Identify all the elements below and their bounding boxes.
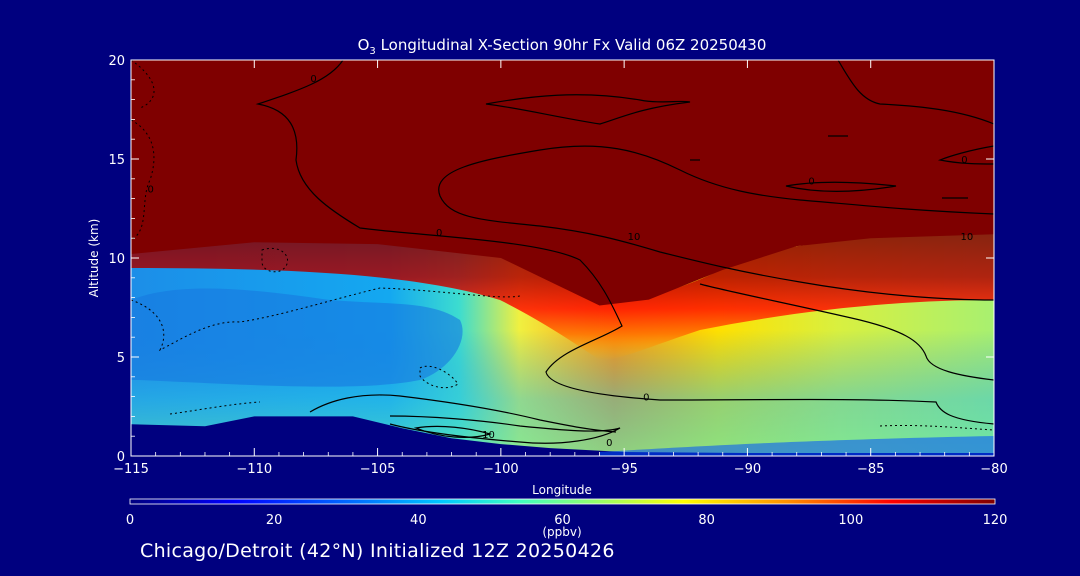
- upper-mid-blue-region: [131, 288, 463, 387]
- contour-line: [131, 119, 155, 241]
- x-tick-label: −100: [483, 462, 519, 477]
- contour-labels: 0 0 10 0 0 10 0 0 10 0: [148, 74, 974, 449]
- colorbar-tick-label: 20: [266, 513, 283, 528]
- x-tick-label: −95: [610, 462, 637, 477]
- colorbar-tick-label: 80: [698, 513, 715, 528]
- contour-label: 0: [436, 228, 442, 239]
- x-tick-label: −90: [734, 462, 761, 477]
- colorbar-ticks: 0 20 40 60 80 100 120: [126, 513, 1008, 528]
- y-tick-label: 5: [117, 351, 125, 366]
- contour-line: [255, 60, 994, 425]
- x-axis-label: Longitude: [532, 483, 592, 497]
- chart-title: O3 Longitudinal X-Section 90hr Fx Valid …: [358, 36, 767, 57]
- contour-line: [837, 60, 994, 125]
- x-tick-label: −105: [360, 462, 396, 477]
- contour-line: [485, 94, 691, 125]
- colorbar-tick-label: 40: [410, 513, 427, 528]
- contour-line: [169, 401, 261, 415]
- surface-blue-band: [600, 436, 994, 456]
- colorbar-tick-label: 60: [554, 513, 571, 528]
- contour-label: 0: [808, 177, 814, 188]
- contour-line: [785, 181, 897, 192]
- contour-label: 10: [961, 232, 974, 243]
- contour-label: 0: [606, 438, 612, 449]
- plot-area: 0 0 10 0 0 10 0 0 10 0: [131, 60, 994, 456]
- y-tick-label: 10: [108, 252, 125, 267]
- colorbar-frame: [129, 498, 996, 505]
- contour-line: [309, 394, 617, 433]
- y-tick-label: 20: [108, 54, 125, 69]
- x-tick-label: −80: [980, 462, 1007, 477]
- x-axis: −115 −110 −105 −100 −95 −90 −85 −80: [113, 60, 1008, 477]
- y-tick-label: 0: [117, 450, 125, 465]
- negative-contour-lines: [131, 60, 994, 431]
- y-axis-label: Altitude (km): [87, 219, 101, 298]
- contour-label: 0: [310, 74, 316, 85]
- x-tick-label: −110: [236, 462, 272, 477]
- stratosphere-region: [131, 60, 994, 306]
- x-tick-label: −85: [857, 462, 884, 477]
- colorbar: [130, 499, 995, 504]
- contour-line: [438, 145, 994, 301]
- contour-label: 0: [148, 185, 154, 196]
- tropopause-transition: [131, 232, 994, 360]
- terrain-mask: [131, 416, 994, 456]
- colorbar-tick-label: 0: [126, 513, 134, 528]
- y-tick-label: 15: [108, 153, 125, 168]
- contour-label: 10: [628, 232, 641, 243]
- contour-line: [699, 283, 994, 381]
- colorbar-tick-label: 100: [838, 513, 863, 528]
- contour-label: 0: [961, 155, 967, 166]
- contour-label: 10: [482, 430, 495, 441]
- colorbar-tick-label: 120: [983, 513, 1008, 528]
- contour-lines: [255, 60, 994, 444]
- contour-line: [937, 145, 994, 165]
- contour-line: [413, 425, 493, 438]
- colorbar-units-label: (ppbv): [542, 525, 581, 539]
- x-tick-label: −115: [113, 462, 149, 477]
- contour-label: 0: [643, 393, 649, 404]
- footer-caption: Chicago/Detroit (42°N) Initialized 12Z 2…: [140, 540, 615, 562]
- y-axis: 0 5 10 15 20: [108, 54, 994, 465]
